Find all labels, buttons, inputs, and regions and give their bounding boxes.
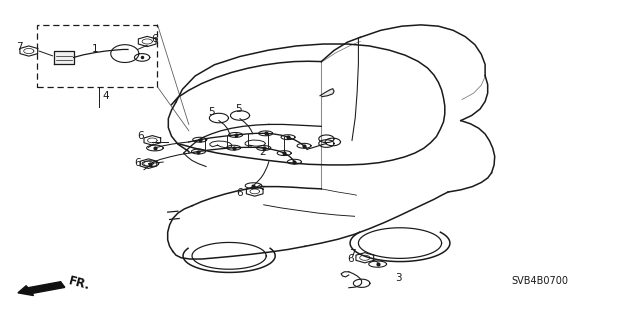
Polygon shape — [320, 89, 334, 97]
Text: 2: 2 — [259, 146, 266, 157]
Text: 5: 5 — [208, 107, 214, 117]
Text: 6: 6 — [237, 188, 243, 198]
Text: 7: 7 — [16, 42, 22, 52]
Text: 6: 6 — [347, 254, 353, 264]
Text: FR.: FR. — [67, 274, 92, 293]
FancyArrow shape — [18, 282, 65, 296]
Text: 4: 4 — [102, 91, 109, 101]
Text: 5: 5 — [235, 104, 241, 114]
Text: 1: 1 — [92, 44, 98, 55]
FancyBboxPatch shape — [37, 25, 157, 87]
Text: SVB4B0700: SVB4B0700 — [511, 276, 568, 286]
Text: 6: 6 — [152, 34, 158, 44]
Text: 6: 6 — [138, 130, 144, 141]
Polygon shape — [54, 51, 74, 64]
Text: 3: 3 — [396, 273, 402, 283]
Text: 7: 7 — [349, 249, 355, 259]
Text: 6: 6 — [134, 158, 141, 168]
